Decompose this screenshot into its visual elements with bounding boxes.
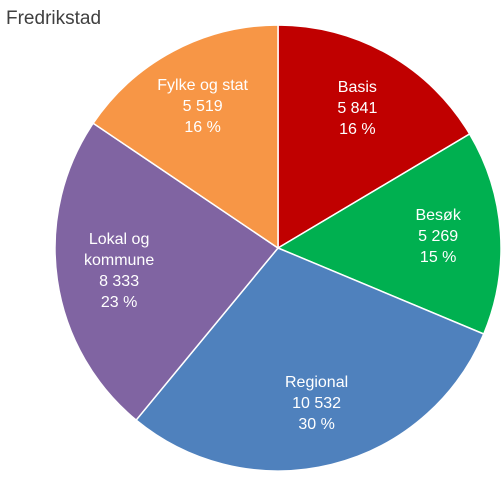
percentage-label: 16 % xyxy=(184,118,221,136)
category-label: Fylke og stat xyxy=(157,76,248,94)
slice-label: Fylke og stat 5 519 16 % xyxy=(155,75,251,138)
percentage-label: 16 % xyxy=(339,120,376,138)
slice-label: Basis 5 841 16 % xyxy=(309,77,405,140)
pie-slice xyxy=(276,132,502,335)
percentage-label: 23 % xyxy=(100,293,138,311)
category-label: Basis xyxy=(337,78,377,96)
value-label: 8 333 xyxy=(99,272,140,290)
category-label: Lokal og kommune xyxy=(83,230,155,269)
percentage-label: 30 % xyxy=(298,416,335,434)
slice-label: Besøk 5 269 15 % xyxy=(390,205,486,268)
pie-slice xyxy=(135,247,485,472)
category-label: Regional xyxy=(285,374,349,392)
percentage-label: 15 % xyxy=(419,249,457,267)
value-label: 5 841 xyxy=(337,99,378,117)
slice-label: Lokal og kommune 8 333 23 % xyxy=(71,229,167,313)
value-label: 5 269 xyxy=(418,228,459,246)
value-label: 10 532 xyxy=(292,395,342,413)
pie-slice xyxy=(277,24,471,250)
pie-slice xyxy=(54,122,280,422)
pie-slice xyxy=(92,24,279,250)
category-label: Besøk xyxy=(415,207,461,225)
chart-title: Fredrikstad xyxy=(6,8,102,29)
slice-label: Regional 10 532 30 % xyxy=(269,372,365,435)
value-label: 5 519 xyxy=(182,97,223,115)
